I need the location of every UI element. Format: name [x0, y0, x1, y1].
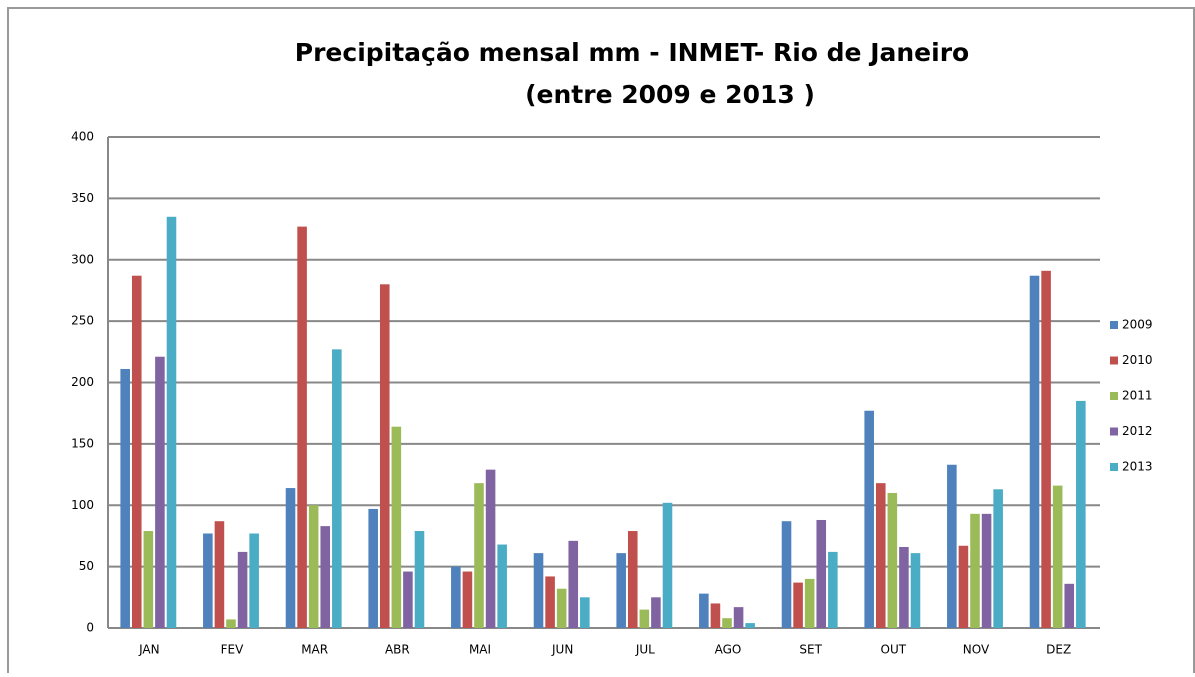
bar — [981, 513, 992, 628]
x-tick-label: MAR — [301, 643, 328, 657]
x-tick-label: DEZ — [1046, 643, 1071, 657]
bar — [627, 531, 638, 628]
chart-subtitle: (entre 2009 e 2013 ) — [525, 80, 815, 109]
bar — [556, 588, 567, 628]
bar — [474, 483, 484, 628]
bar — [332, 349, 342, 628]
bar — [639, 609, 650, 628]
chart-title: Precipitação mensal mm - INMET- Rio de J… — [295, 38, 969, 67]
legend-label: 2012 — [1122, 424, 1153, 438]
bar — [497, 544, 507, 628]
y-tick-label: 100 — [71, 498, 94, 512]
bar — [308, 505, 319, 628]
bar — [320, 526, 331, 628]
bar — [203, 533, 213, 628]
bar — [875, 483, 886, 628]
bar — [391, 426, 402, 628]
bar — [710, 603, 721, 628]
bar — [1041, 270, 1051, 628]
bar — [745, 623, 755, 628]
bar — [285, 488, 296, 628]
legend-label: 2009 — [1122, 318, 1153, 332]
bar — [722, 618, 732, 628]
bar — [403, 571, 413, 628]
bar — [451, 566, 461, 628]
bar — [485, 469, 496, 628]
bar — [899, 546, 909, 628]
x-tick-label: JUL — [635, 643, 655, 657]
x-tick-label: NOV — [963, 643, 990, 657]
bar — [545, 576, 555, 628]
bar — [947, 464, 957, 628]
bar — [226, 619, 236, 628]
bar — [733, 607, 744, 628]
bar — [887, 492, 898, 628]
x-tick-label: JAN — [138, 643, 160, 657]
bar — [793, 582, 803, 628]
bar — [237, 551, 248, 628]
bar — [143, 531, 154, 628]
bar — [970, 513, 980, 628]
bar — [993, 489, 1003, 628]
bar — [816, 519, 827, 628]
y-tick-label: 150 — [71, 436, 94, 450]
bar — [864, 410, 874, 628]
bar — [462, 571, 473, 628]
x-tick-label: JUN — [551, 643, 573, 657]
legend-label: 2011 — [1122, 389, 1153, 403]
bar — [958, 545, 969, 628]
bar — [910, 553, 921, 628]
x-tick-label: ABR — [385, 643, 410, 657]
bar — [1029, 275, 1040, 628]
y-tick-label: 200 — [71, 375, 94, 389]
legend-swatch — [1110, 321, 1118, 329]
bar — [155, 356, 165, 628]
bar — [580, 597, 590, 628]
legend-label: 2010 — [1122, 353, 1153, 367]
bar — [828, 551, 838, 628]
bar — [699, 593, 709, 628]
bar — [379, 284, 390, 628]
bar — [1076, 400, 1086, 628]
y-tick-label: 350 — [71, 191, 94, 205]
bar — [414, 531, 425, 628]
x-tick-label: MAI — [469, 643, 491, 657]
y-tick-label: 50 — [79, 559, 94, 573]
bar — [131, 275, 142, 628]
bar — [368, 508, 378, 628]
bar — [249, 533, 259, 628]
x-tick-label: OUT — [881, 643, 907, 657]
x-tick-label: SET — [799, 643, 822, 657]
bar — [1052, 485, 1063, 628]
y-tick-label: 300 — [71, 252, 94, 266]
y-tick-label: 250 — [71, 314, 94, 328]
bar — [214, 521, 225, 628]
bar — [781, 521, 792, 628]
y-tick-label: 0 — [86, 621, 94, 635]
bar — [533, 553, 544, 628]
bar — [120, 368, 130, 628]
legend-swatch — [1110, 392, 1118, 400]
bar — [166, 216, 177, 628]
bar — [651, 597, 661, 628]
legend-swatch — [1110, 356, 1118, 365]
bar — [616, 553, 626, 628]
legend-label: 2013 — [1122, 460, 1153, 474]
legend-swatch — [1110, 427, 1118, 436]
bar — [804, 578, 815, 628]
bar — [297, 226, 307, 629]
bar — [662, 502, 673, 628]
x-tick-label: FEV — [221, 643, 244, 657]
bar — [1064, 583, 1075, 628]
bar — [568, 540, 579, 628]
legend-swatch — [1110, 463, 1118, 471]
y-tick-label: 400 — [71, 130, 94, 144]
x-tick-label: AGO — [715, 643, 742, 657]
